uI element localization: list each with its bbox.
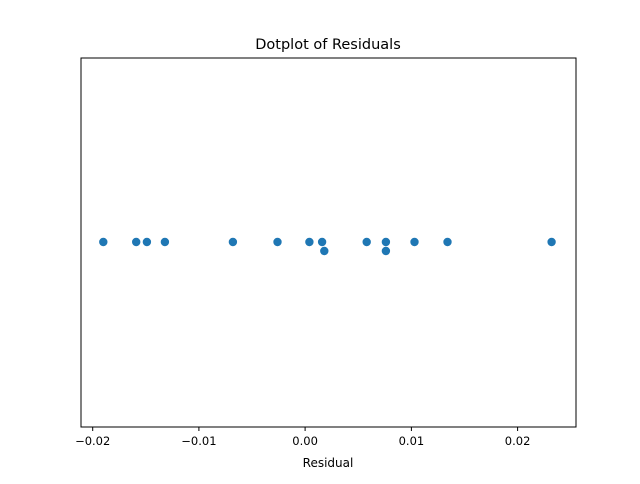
x-axis: −0.02 −0.01 0.00 0.01 0.02: [75, 427, 530, 448]
data-point-14: [443, 237, 452, 247]
points-layer: [99, 237, 556, 256]
data-point-4: [160, 237, 170, 247]
x-tick-label: −0.02: [75, 434, 110, 448]
data-point-13: [410, 237, 419, 247]
data-point-8: [317, 237, 327, 247]
data-point-5: [228, 237, 238, 247]
x-tick-label: 0.00: [292, 434, 318, 448]
data-point-3: [142, 237, 152, 247]
x-axis-label: Residual: [303, 456, 354, 470]
data-point-15: [547, 237, 556, 247]
data-point-11: [381, 237, 391, 247]
data-point-12: [381, 246, 391, 256]
data-point-6: [273, 237, 282, 247]
chart-title: Dotplot of Residuals: [255, 37, 401, 53]
data-point-2: [132, 237, 141, 247]
x-tick-label: 0.02: [505, 434, 531, 448]
plot-frame: [80, 57, 577, 428]
data-point-7: [305, 237, 314, 247]
data-point-10: [362, 237, 371, 247]
data-point-9: [320, 246, 329, 256]
data-point-1: [99, 237, 108, 247]
x-tick-label: −0.01: [181, 434, 216, 448]
x-tick-label: 0.01: [399, 434, 425, 448]
